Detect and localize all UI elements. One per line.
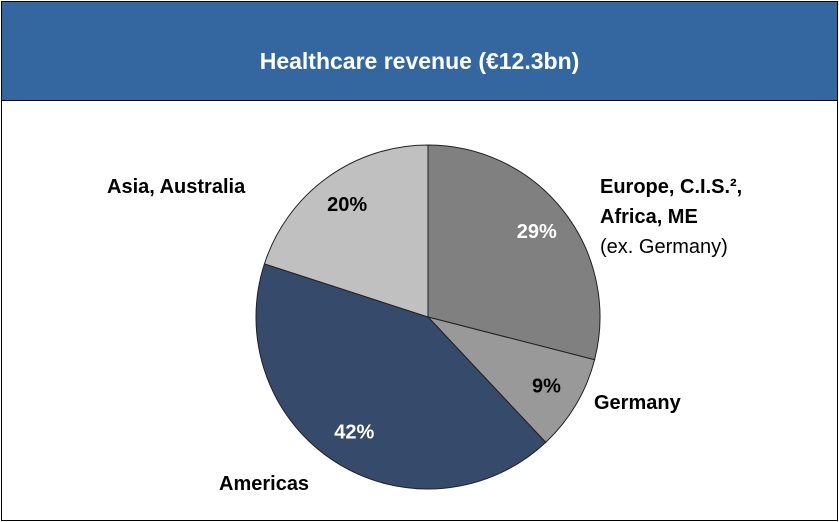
category-label: Asia, Australia <box>107 176 246 198</box>
pie-slice <box>427 144 601 361</box>
category-label: Germany <box>594 392 681 414</box>
pie-slice <box>255 263 547 490</box>
pie-slice <box>426 316 596 444</box>
category-label: Americas <box>219 473 310 495</box>
value-label: 29% <box>517 221 557 243</box>
annotation: (ex. Germany) <box>600 236 728 258</box>
pie-slice <box>263 144 429 318</box>
value-label: 42% <box>334 421 374 443</box>
header: Healthcare revenue (€12.3bn) <box>2 2 837 101</box>
value-label: 9% <box>532 375 561 397</box>
value-label: 20% <box>327 194 367 216</box>
chart-title: Healthcare revenue (€12.3bn) <box>259 48 580 74</box>
category-label: Europe, C.I.S.², Africa, ME <box>600 176 743 228</box>
